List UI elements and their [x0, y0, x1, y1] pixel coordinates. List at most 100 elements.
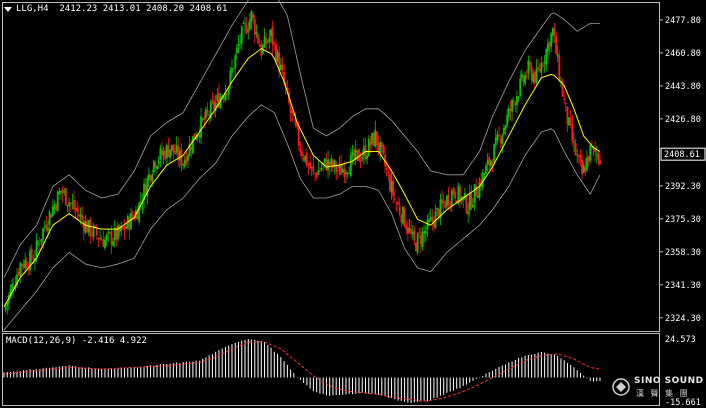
candle-body [91, 234, 93, 236]
candle-body [509, 108, 512, 111]
candle-body [349, 154, 352, 176]
candle-body [121, 227, 124, 229]
candle-body [475, 186, 478, 197]
candle-body [144, 184, 147, 195]
candle-body [139, 201, 142, 203]
candle-body [556, 53, 559, 57]
candle-body [517, 96, 520, 99]
candle-body [573, 141, 575, 143]
candle-body [480, 179, 483, 187]
candle-body [61, 189, 64, 194]
candle-body [292, 115, 295, 116]
candle-body [511, 99, 513, 112]
candle-body [309, 162, 312, 169]
candle-body [441, 199, 443, 204]
candle-body [358, 149, 360, 162]
price-tick-label: 2392.30 [665, 182, 701, 192]
candle-body [192, 136, 194, 153]
candle-body [188, 144, 191, 156]
candle-body [542, 64, 544, 66]
candle-body [284, 82, 287, 88]
candle-body [449, 203, 452, 205]
candle-body [507, 108, 510, 118]
candle-body [198, 134, 201, 137]
candle-body [454, 191, 456, 199]
candle-body [270, 29, 272, 37]
candle-body [442, 201, 445, 204]
candle-body [239, 40, 242, 42]
candle-body [362, 146, 365, 156]
candle-body [143, 183, 145, 201]
candle-body [51, 207, 54, 216]
candle-body [315, 173, 318, 178]
candle-body [25, 261, 28, 269]
high-value: 2413.01 [102, 4, 141, 14]
candle-body [185, 157, 188, 164]
candle-body [359, 159, 362, 162]
candle-body [520, 73, 523, 78]
candle-body [177, 146, 180, 160]
current-price-label: 2408.61 [664, 150, 700, 160]
candle-body [576, 154, 579, 156]
upper-band-line [3, 0, 600, 278]
candle-body [201, 118, 204, 120]
candle-body [165, 144, 168, 159]
candle-body [529, 61, 531, 67]
candle-body [174, 150, 176, 155]
candle-body [548, 42, 551, 50]
candle-body [24, 259, 27, 269]
candle-body [506, 115, 509, 126]
candle-body [546, 43, 549, 52]
candle-body [527, 60, 530, 74]
candle-body [283, 72, 285, 83]
price-tick-label: 2460.80 [665, 49, 701, 59]
candle-body [571, 124, 574, 141]
candle-body [333, 160, 336, 168]
candle-body [397, 202, 399, 205]
symbol-dropdown-icon[interactable] [4, 7, 12, 12]
open-value: 2412.23 [59, 4, 98, 14]
candle-body [354, 149, 357, 160]
bollinger-bands [3, 0, 601, 331]
candle-body [273, 42, 276, 44]
candle-body [297, 126, 300, 146]
price-tick-label: 2341.30 [665, 281, 701, 291]
candle-body [11, 283, 14, 291]
candle-body [446, 195, 448, 207]
low-value: 2408.20 [146, 4, 185, 14]
candle-body [205, 109, 207, 119]
candle-body [501, 135, 504, 145]
candle-body [275, 44, 277, 62]
candle-body [82, 220, 85, 231]
candle-body [21, 263, 23, 267]
candle-body [22, 263, 25, 268]
candle-body [473, 184, 476, 203]
candle-body [379, 142, 382, 153]
candle-body [206, 110, 209, 113]
candle-body [319, 169, 321, 171]
candle-body [222, 97, 225, 99]
candle-body [294, 117, 297, 125]
candle-body [104, 240, 106, 249]
candle-body [327, 159, 329, 171]
candle-body [74, 207, 77, 211]
candle-body [463, 193, 466, 199]
candle-body [38, 243, 41, 245]
candle-body [392, 180, 395, 197]
candle-body [387, 172, 390, 174]
candle-body [589, 145, 592, 161]
candle-body [376, 131, 378, 145]
candle-body [486, 159, 489, 165]
candle-body [94, 225, 97, 227]
candle-body [393, 198, 396, 200]
macd-min-label: -15.661 [665, 398, 701, 408]
candle-body [423, 231, 426, 234]
macd-label: MACD(12,26,9) [6, 336, 77, 346]
candle-body [89, 219, 92, 237]
candle-body [289, 103, 292, 113]
candle-body [279, 64, 282, 70]
candle-body [406, 227, 409, 234]
candle-body [242, 23, 245, 24]
